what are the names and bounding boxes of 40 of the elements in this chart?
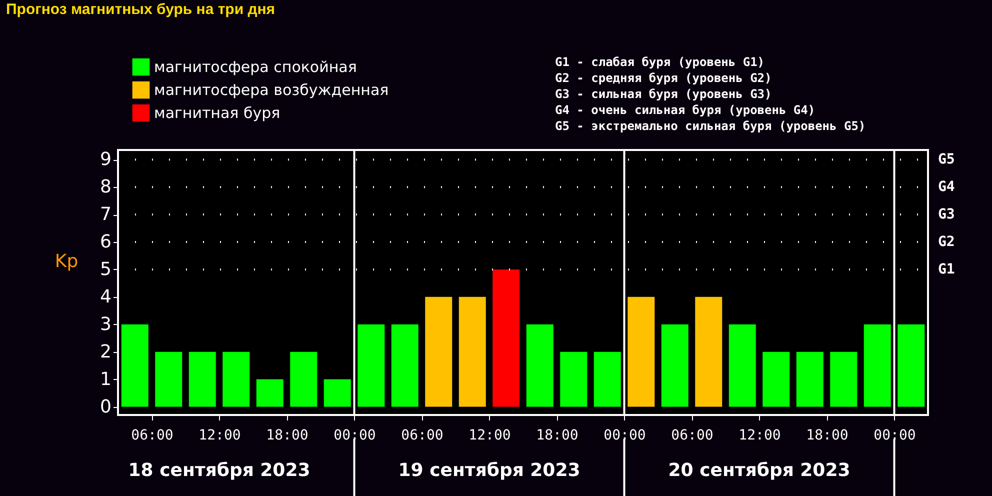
y-tick-label: 6 xyxy=(100,231,112,252)
text: 20 сентября 2023 xyxy=(668,460,850,481)
legend-label: магнитосфера возбужденная xyxy=(154,81,389,99)
chart-title: Прогноз магнитных бурь на три дня xyxy=(6,1,276,18)
ref-line-label: G2 xyxy=(938,234,955,250)
text: G3 - сильная буря (уровень G3) xyxy=(555,87,772,101)
text: G5 - экстремально сильная буря (уровень G5) xyxy=(555,119,866,133)
x-tick-label: 12:00 xyxy=(738,428,781,444)
legend-label: магнитосфера спокойная xyxy=(154,58,357,76)
ref-line-label: G1 xyxy=(938,261,955,278)
x-tick-label: 12:00 xyxy=(468,428,511,444)
ref-line-label: G5 xyxy=(938,152,955,168)
x-tick-label: 06:00 xyxy=(401,428,444,444)
y-tick-label: 3 xyxy=(100,314,112,335)
text: 18 сентября 2023 xyxy=(128,460,310,481)
legend-label: магнитная буря xyxy=(154,104,280,122)
y-tick-label: 4 xyxy=(100,286,112,308)
y-tick-label: 8 xyxy=(100,176,112,198)
x-tick-label: 00:00 xyxy=(334,428,376,444)
y-tick-label: 5 xyxy=(100,258,112,280)
y-tick-label: 2 xyxy=(100,341,112,362)
y-tick-label: 1 xyxy=(100,368,112,390)
x-tick-label: 18:00 xyxy=(266,428,308,444)
y-axis-title: Kp xyxy=(54,251,78,272)
x-tick-label: 18:00 xyxy=(536,428,578,444)
x-tick-label: 06:00 xyxy=(671,428,714,444)
text: G1 - слабая буря (уровень G1) xyxy=(555,55,765,69)
text: G2 - средняя буря (уровень G2) xyxy=(555,71,772,85)
ref-line-label: G3 xyxy=(938,206,955,223)
text: 19 сентября 2023 xyxy=(398,460,580,481)
y-tick-label: 0 xyxy=(100,396,112,418)
text: G4 - очень сильная буря (уровень G4) xyxy=(555,103,816,117)
ref-line-label: G4 xyxy=(938,179,955,196)
x-tick-label: 00:00 xyxy=(874,428,916,444)
x-tick-label: 12:00 xyxy=(198,428,241,444)
x-tick-label: 18:00 xyxy=(806,428,848,444)
y-tick-label: 7 xyxy=(100,204,112,226)
y-tick-label: 9 xyxy=(100,149,112,170)
x-tick-label: 06:00 xyxy=(131,428,174,444)
x-tick-label: 00:00 xyxy=(604,428,646,444)
